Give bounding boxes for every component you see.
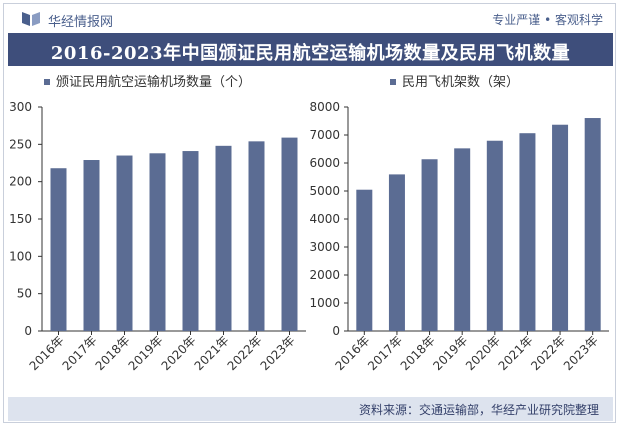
y-tick-label: 150 bbox=[9, 212, 32, 226]
data-source: 资料来源：交通运输部，华经产业研究院整理 bbox=[358, 403, 599, 417]
y-tick-label: 4000 bbox=[309, 212, 340, 226]
brand-name: 华经情报网 bbox=[48, 15, 114, 30]
y-tick-label: 100 bbox=[9, 249, 32, 263]
y-tick-label: 6000 bbox=[309, 156, 340, 170]
y-tick-label: 250 bbox=[9, 137, 32, 151]
chart-panel-2: 民用飞机架数（架） 0 1000 2000 3000 4000 5000 6000 7000 80… bbox=[309, 75, 609, 373]
y-tick-label: 300 bbox=[9, 100, 32, 114]
legend-swatch bbox=[390, 79, 396, 85]
bar bbox=[149, 153, 166, 331]
footer-bar: 资料来源：交通运输部，华经产业研究院整理 bbox=[8, 397, 613, 421]
x-tick-label: 2016年 bbox=[27, 333, 67, 373]
x-tick-label: 2023年 bbox=[561, 333, 601, 373]
y-tick-label: 50 bbox=[17, 287, 32, 301]
x-tick-label: 2018年 bbox=[93, 333, 133, 373]
bar bbox=[116, 155, 133, 331]
bar bbox=[454, 148, 471, 331]
bar bbox=[215, 145, 232, 331]
y-tick-label: 5000 bbox=[309, 184, 340, 198]
x-tick-label: 2019年 bbox=[126, 333, 166, 373]
figure-frame bbox=[3, 3, 616, 423]
x-tick-label: 2017年 bbox=[60, 333, 100, 373]
y-tick-label: 7000 bbox=[309, 128, 340, 142]
title-bar: 2016-2023年中国颁证民用航空运输机场数量及民用飞机数量 bbox=[8, 33, 613, 66]
chart-title: 2016-2023年中国颁证民用航空运输机场数量及民用飞机数量 bbox=[50, 43, 571, 64]
bar bbox=[552, 124, 569, 331]
x-tick-label: 2017年 bbox=[365, 333, 405, 373]
bar bbox=[519, 133, 536, 331]
y-tick-label: 3000 bbox=[309, 240, 340, 254]
legend-label: 颁证民用航空运输机场数量（个） bbox=[56, 74, 251, 90]
y-tick-label: 2000 bbox=[309, 268, 340, 282]
bar bbox=[182, 151, 199, 331]
charts-area: 颁证民用航空运输机场数量（个）0501001502002503002016年20… bbox=[9, 74, 609, 373]
x-tick-label: 2022年 bbox=[225, 333, 265, 373]
top-bar: 华经情报网 专业严谨 • 客观科学 bbox=[8, 6, 613, 32]
legend-swatch bbox=[44, 79, 50, 85]
bar bbox=[248, 141, 265, 331]
y-tick-label: 200 bbox=[9, 175, 32, 189]
brand-logo-icon bbox=[22, 12, 40, 26]
y-tick-label: 1000 bbox=[309, 296, 340, 310]
chart-panel-1: 颁证民用航空运输机场数量（个）0501001502002503002016年20… bbox=[9, 74, 306, 373]
legend-label: 民用飞机架数（架） bbox=[402, 75, 519, 90]
x-tick-label: 2021年 bbox=[496, 333, 536, 373]
x-tick-label: 2019年 bbox=[430, 333, 470, 373]
x-tick-label: 2023年 bbox=[258, 333, 298, 373]
y-tick-label: 0 bbox=[332, 324, 340, 338]
y-tick-label: 0 bbox=[24, 324, 32, 338]
bar bbox=[356, 189, 373, 331]
x-tick-label: 2022年 bbox=[528, 333, 568, 373]
x-tick-label: 2020年 bbox=[159, 333, 199, 373]
bar bbox=[83, 160, 100, 331]
bar bbox=[281, 137, 298, 331]
bar bbox=[388, 174, 405, 331]
x-tick-label: 2020年 bbox=[463, 333, 503, 373]
bar bbox=[50, 168, 67, 331]
y-tick-label: 8000 bbox=[309, 100, 340, 114]
x-tick-label: 2021年 bbox=[192, 333, 232, 373]
x-tick-label: 2018年 bbox=[398, 333, 438, 373]
bar bbox=[486, 140, 503, 331]
bar bbox=[421, 159, 438, 331]
x-tick-label: 2016年 bbox=[332, 333, 372, 373]
bar bbox=[584, 118, 601, 331]
slogan: 专业严谨 • 客观科学 bbox=[492, 13, 603, 27]
